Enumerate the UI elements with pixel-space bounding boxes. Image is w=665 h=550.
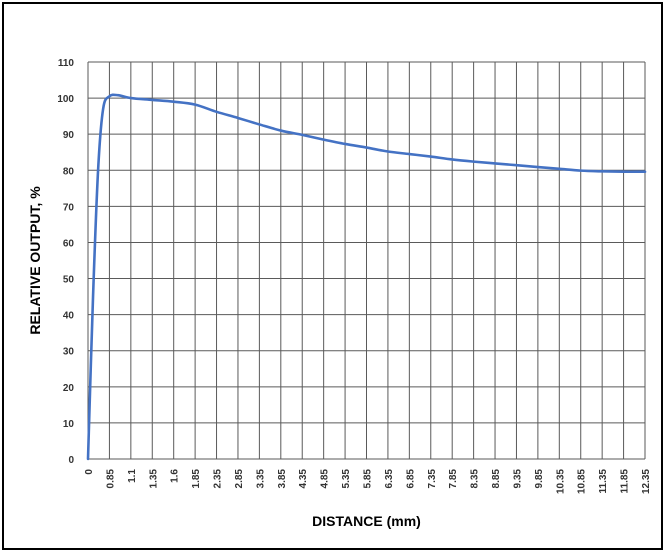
series-line [86, 93, 647, 461]
x-tick-label: 3.85 [277, 469, 288, 489]
x-tick-label: 4.85 [320, 469, 331, 489]
y-tick-label: 10 [63, 419, 75, 430]
series-layer [86, 93, 647, 461]
x-tick-label: 8.85 [491, 469, 502, 489]
y-tick-label: 70 [63, 202, 75, 213]
x-tick-label: 1.85 [191, 469, 202, 489]
x-tick-label: 10.35 [555, 469, 566, 494]
x-tick-label: 0 [84, 469, 95, 475]
y-tick-label: 40 [63, 311, 75, 322]
x-tick-label: 6.35 [384, 469, 395, 489]
x-tick-label: 10.85 [577, 469, 588, 494]
x-tick-label: 8.35 [470, 469, 481, 489]
x-tick-label: 9.85 [534, 469, 545, 489]
x-tick-label: 0.85 [105, 469, 116, 489]
x-tick-label: 7.85 [448, 469, 459, 489]
line-chart: 0 10 20 30 40 50 60 70 80 90 100 110 0 0.85 1.1 1.35 1.… [27, 58, 652, 529]
y-tick-label: 100 [57, 94, 74, 105]
y-tick-label: 50 [63, 275, 75, 286]
x-tick-label: 7.35 [427, 469, 438, 489]
x-tick-label: 1.6 [170, 469, 181, 483]
y-axis-tick-labels: 0 10 20 30 40 50 60 70 80 90 100 110 [57, 58, 74, 466]
y-tick-label: 0 [68, 455, 74, 466]
y-tick-label: 30 [63, 347, 75, 358]
x-tick-label: 11.35 [598, 469, 609, 494]
x-tick-label: 1.35 [148, 469, 159, 489]
y-tick-label: 60 [63, 238, 75, 249]
y-tick-label: 110 [58, 58, 75, 69]
x-tick-label: 12.35 [641, 469, 652, 494]
x-tick-label: 4.35 [298, 469, 309, 489]
x-tick-label: 5.85 [363, 469, 374, 489]
x-tick-label: 3.35 [255, 469, 266, 489]
x-tick-label: 6.85 [405, 469, 416, 489]
x-tick-label: 9.35 [512, 469, 523, 489]
y-tick-label: 20 [63, 383, 75, 394]
y-tick-label: 90 [63, 130, 75, 141]
x-tick-label: 2.35 [213, 469, 224, 489]
y-axis-title: RELATIVE OUTPUT, % [27, 186, 43, 335]
y-tick-label: 80 [63, 166, 75, 177]
x-tick-label: 11.85 [620, 469, 631, 494]
x-tick-label: 1.1 [127, 469, 138, 483]
x-tick-label: 5.35 [341, 469, 352, 489]
x-tick-label: 2.85 [234, 469, 245, 489]
x-axis-title: DISTANCE (mm) [312, 513, 421, 529]
x-axis-tick-labels: 0 0.85 1.1 1.35 1.6 1.85 2.35 2.85 3.35 3.85 4.35 4… [84, 469, 652, 494]
vertical-gridlines [87, 62, 646, 459]
